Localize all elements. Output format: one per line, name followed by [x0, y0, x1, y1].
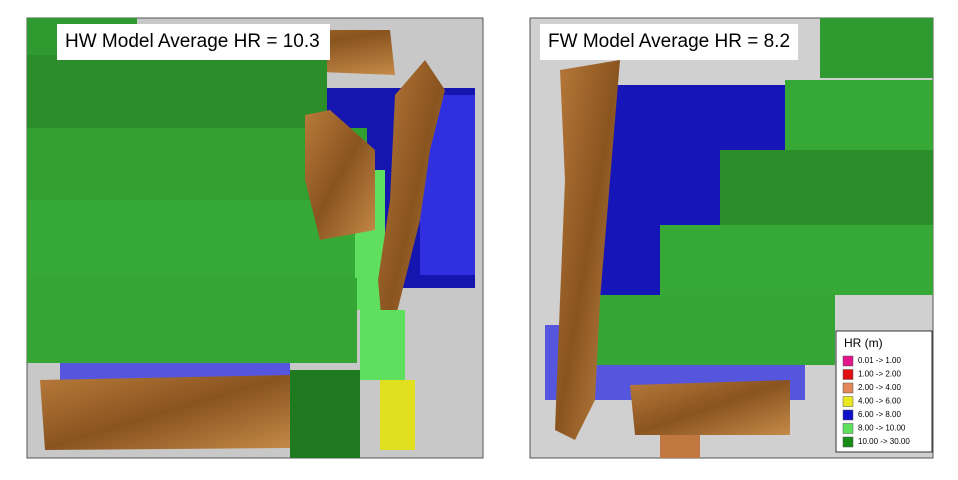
- legend: HR (m) 0.01 -> 1.00 1.00 -> 2.00 2.00 -> 4…: [835, 330, 933, 453]
- legend-swatch: [842, 369, 854, 380]
- block: [27, 200, 362, 285]
- block: [360, 310, 405, 380]
- legend-label: 0.01 -> 1.00: [858, 356, 901, 365]
- legend-swatch: [842, 409, 854, 421]
- ore-body: [555, 60, 620, 440]
- ore-body: [40, 375, 290, 450]
- block: [27, 278, 357, 363]
- ore-body: [378, 60, 445, 360]
- panel-title: HW Model Average HR = 10.3: [65, 31, 320, 52]
- legend-label: 2.00 -> 4.00: [858, 383, 901, 392]
- legend-label: 4.00 -> 6.00: [858, 397, 901, 406]
- left-panel: HW Model Average HR = 10.3: [26, 17, 484, 459]
- block: [575, 295, 835, 365]
- legend-title: HR (m): [844, 336, 883, 350]
- title-box: [57, 24, 330, 60]
- ore-body: [305, 110, 375, 240]
- block: [290, 370, 360, 458]
- block: [820, 18, 933, 78]
- legend-label: 6.00 -> 8.00: [858, 410, 901, 419]
- legend-swatch: [842, 423, 854, 434]
- legend-swatch: [842, 382, 854, 394]
- panel-title: FW Model Average HR = 8.2: [548, 31, 790, 52]
- block: [27, 55, 327, 135]
- right-panel: FW Model Average HR = 8.2: [529, 17, 934, 459]
- block: [785, 80, 933, 155]
- ore-body: [630, 380, 790, 435]
- block: [380, 380, 415, 450]
- legend-swatch: [842, 436, 854, 448]
- title-box: [540, 24, 798, 60]
- block: [660, 435, 700, 458]
- legend-label: 1.00 -> 2.00: [858, 370, 901, 379]
- legend-swatch: [842, 355, 854, 367]
- block: [660, 225, 933, 295]
- block: [720, 150, 933, 230]
- legend-label: 10.00 -> 30.00: [858, 437, 910, 446]
- legend-label: 8.00 -> 10.00: [858, 424, 906, 433]
- legend-swatch: [842, 396, 854, 407]
